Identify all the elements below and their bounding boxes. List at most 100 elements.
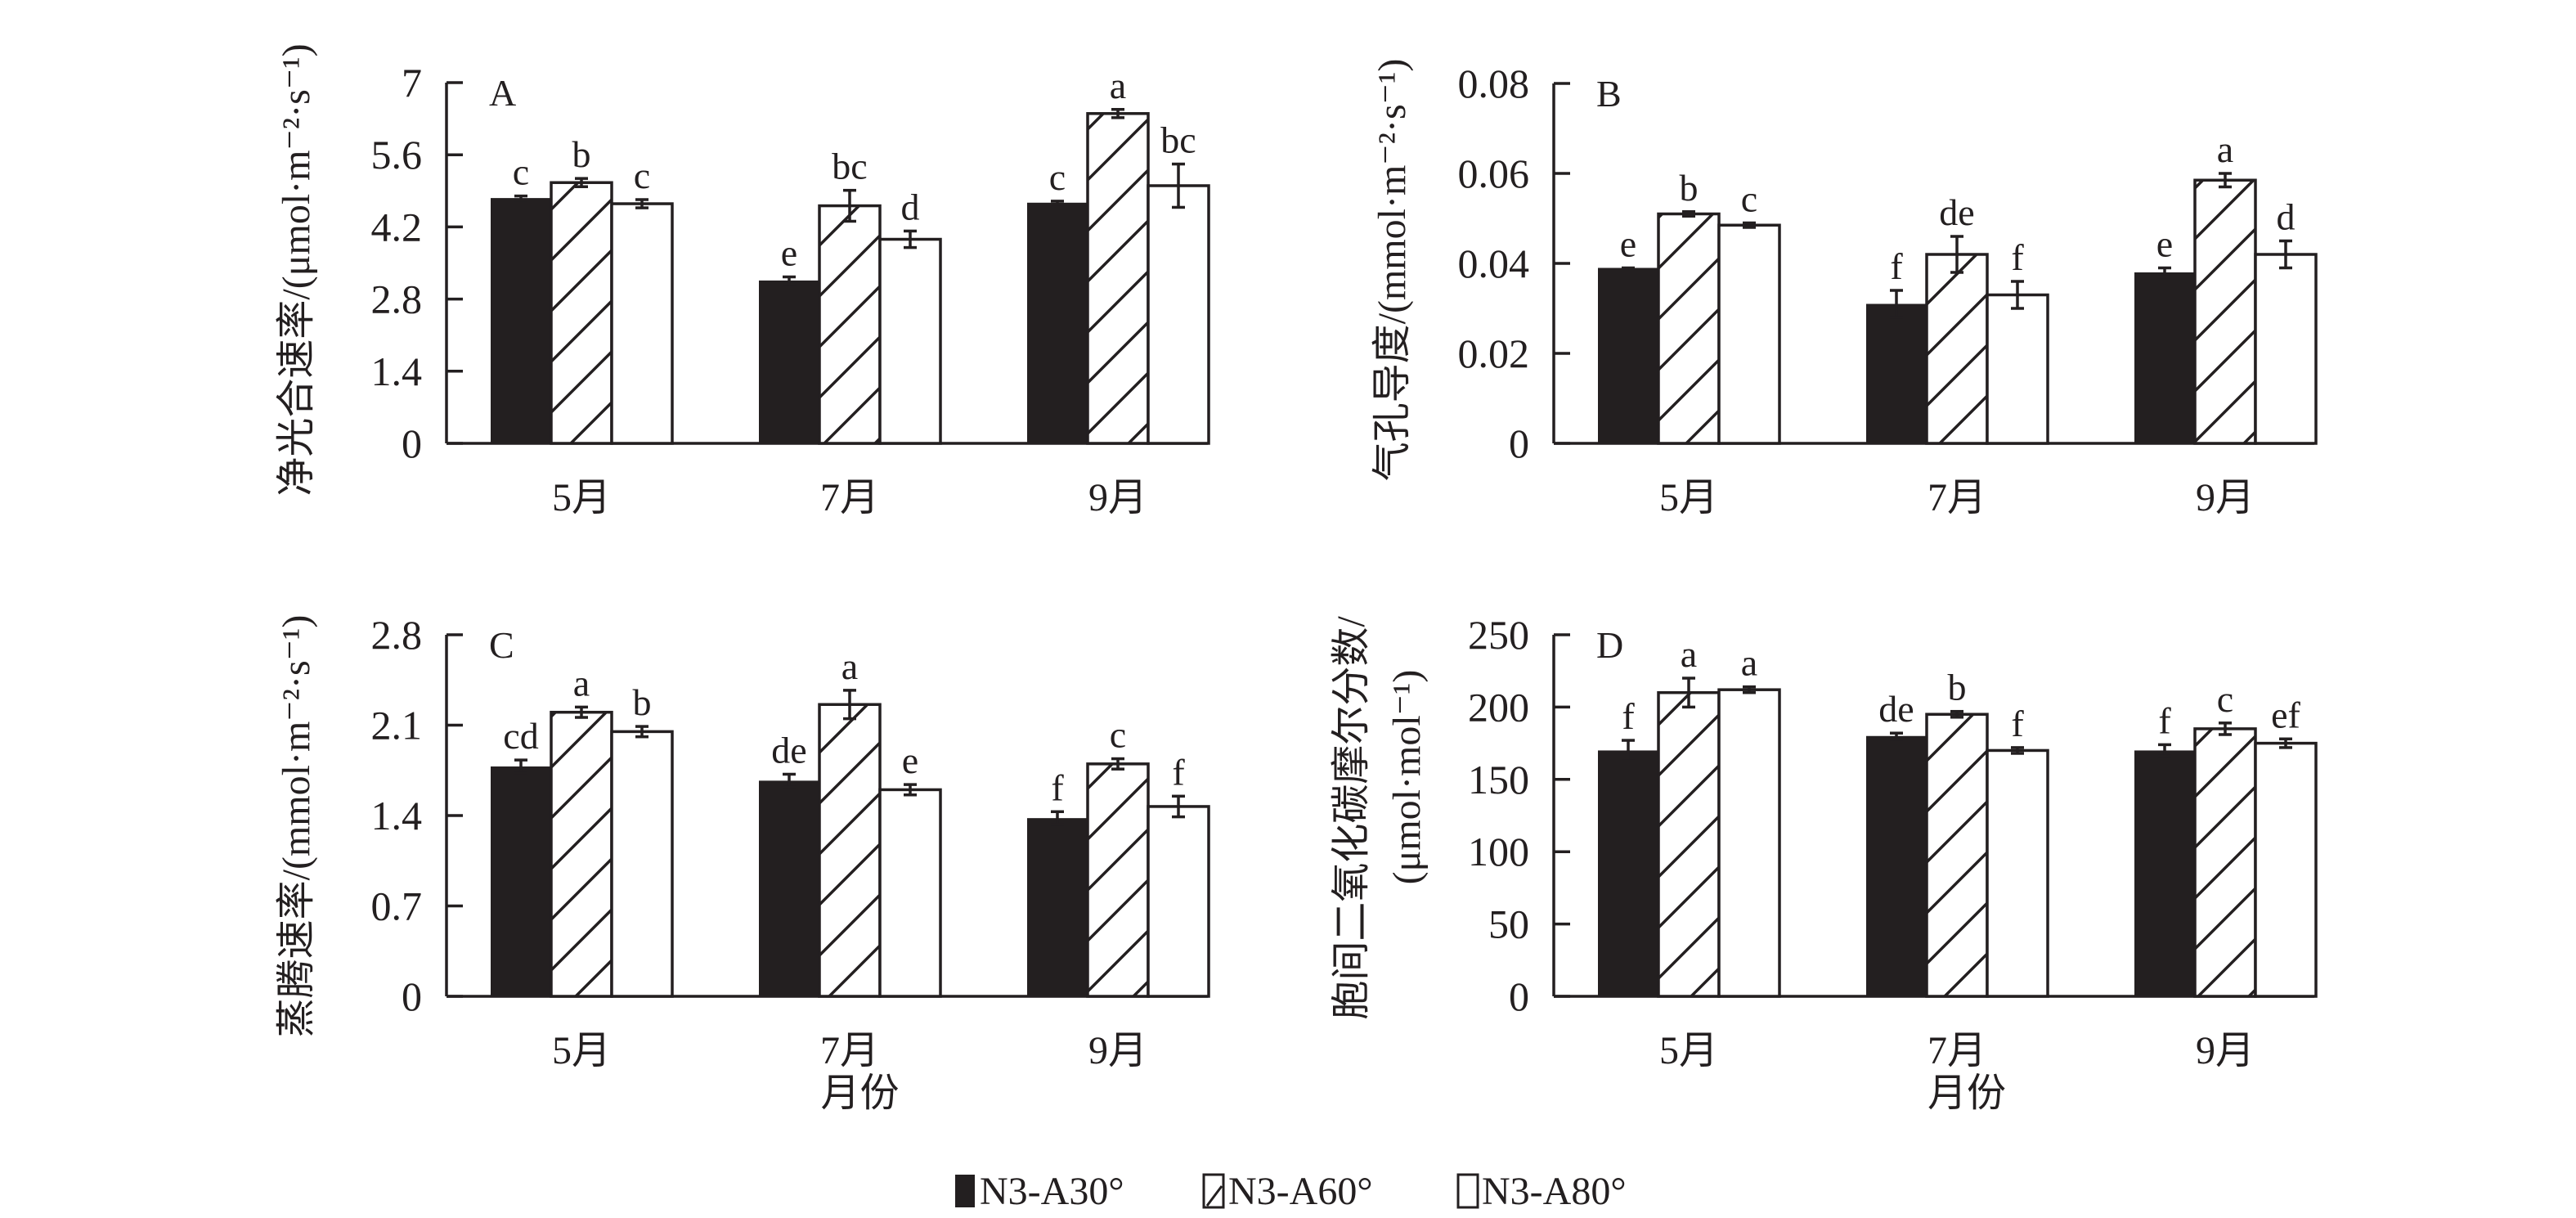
significance-label: d xyxy=(901,186,920,227)
y-tick-label: 0.04 xyxy=(1458,240,1530,286)
legend: N3-A30° N3-A60° N3-A80° xyxy=(955,1170,1627,1213)
x-category-label: 9月 xyxy=(2196,476,2255,519)
bar-d-n3a80 xyxy=(2254,741,2318,998)
y-axis-label: 胞间二氧化碳摩尔分数/ xyxy=(1330,616,1373,1020)
bar-c-n3a30 xyxy=(759,780,819,996)
significance-label: c xyxy=(1110,714,1126,756)
panel-letter: A xyxy=(489,72,516,114)
significance-label: f xyxy=(1051,766,1064,808)
legend-label-a80: N3-A80° xyxy=(1482,1170,1627,1213)
x-category-label: 7月 xyxy=(1928,476,1986,519)
bar-d-n3a30 xyxy=(1866,735,1927,996)
significance-label: a xyxy=(573,662,590,703)
bar-a-n3a30 xyxy=(491,198,551,443)
x-axis-title: 月份 xyxy=(820,1072,899,1115)
significance-label: e xyxy=(1620,223,1636,265)
bar-b-n3a60 xyxy=(1657,212,1721,445)
y-tick-label: 250 xyxy=(1468,612,1529,658)
bar-b-n3a80 xyxy=(1717,223,1781,445)
y-tick-label: 0.02 xyxy=(1458,330,1530,376)
x-category-label: 5月 xyxy=(552,476,611,519)
significance-label: c xyxy=(1049,156,1066,198)
bar-c-n3a60 xyxy=(1086,762,1150,998)
y-axis-label: 气孔导度/(mmol·m⁻²·s⁻¹) xyxy=(1371,59,1414,482)
significance-label: de xyxy=(1939,191,1974,233)
significance-label: a xyxy=(1681,633,1697,675)
x-category-label: 5月 xyxy=(1659,476,1718,519)
x-category-label: 9月 xyxy=(1088,476,1147,519)
bar-c-n3a60 xyxy=(818,703,882,998)
significance-label: de xyxy=(771,729,806,771)
bar-a-n3a30 xyxy=(1027,202,1088,444)
significance-label: cd xyxy=(503,715,538,757)
y-tick-label: 0.06 xyxy=(1458,151,1530,196)
bar-b-n3a80 xyxy=(2254,253,2318,445)
panel-letter: C xyxy=(489,624,514,666)
bar-c-n3a60 xyxy=(550,710,613,998)
bar-c-n3a80 xyxy=(878,788,942,998)
legend-label-a60: N3-A60° xyxy=(1228,1170,1373,1213)
y-tick-label: 2.8 xyxy=(371,276,423,322)
y-tick-label: 5.6 xyxy=(371,132,423,178)
bar-b-n3a60 xyxy=(1925,253,1989,445)
significance-label: a xyxy=(2217,128,2233,170)
significance-label: f xyxy=(1890,245,1903,287)
bar-d-n3a60 xyxy=(1925,712,1989,998)
bar-a-n3a60 xyxy=(550,181,613,445)
bar-d-n3a80 xyxy=(1986,748,2049,998)
panel-b-stomatal-conductance: 0 0.02 0.04 0.06 0.08 B 气孔导度/(mmol·m⁻²·s⁻¹) 5月 7… xyxy=(1371,59,2318,519)
bar-b-n3a60 xyxy=(2193,178,2257,445)
y-tick-label: 0 xyxy=(402,420,422,466)
x-category-label: 9月 xyxy=(1088,1029,1147,1072)
bar-b-n3a30 xyxy=(1866,303,1927,443)
significance-label: b xyxy=(633,681,652,723)
bar-b-n3a30 xyxy=(2134,272,2195,443)
bar-c-n3a30 xyxy=(1027,818,1088,996)
significance-label: c xyxy=(2217,678,2233,720)
legend-swatch-hatch xyxy=(1202,1173,1225,1209)
panel-letter: B xyxy=(1596,73,1622,115)
significance-label: de xyxy=(1878,688,1914,730)
significance-label: c xyxy=(1741,178,1757,220)
legend-label-a30: N3-A30° xyxy=(980,1170,1124,1213)
significance-label: d xyxy=(2277,196,2296,238)
y-axis-label-units: (μmol·mol⁻¹) xyxy=(1385,670,1429,885)
bar-d-n3a80 xyxy=(1717,688,1781,998)
significance-label: c xyxy=(634,155,650,196)
bar-d-n3a60 xyxy=(2193,727,2257,998)
panel-c-transpiration-rate: 0 0.7 1.4 2.1 2.8 C 蒸腾速率/(mmol·m⁻²·s⁻¹) 5月 7月 9月月… xyxy=(275,612,1210,1115)
panel-a-net-photosynthesis: 0 1.4 2.8 4.2 5.6 7 A 净光合速率/(μmol·m⁻²·s⁻¹) 5月 7月 9… xyxy=(275,43,1210,519)
significance-label: f xyxy=(1622,695,1635,737)
significance-label: f xyxy=(2011,703,2024,744)
y-tick-label: 4.2 xyxy=(371,204,423,249)
bar-b-n3a80 xyxy=(1986,293,2049,445)
significance-label: e xyxy=(902,739,918,781)
significance-label: b xyxy=(1948,667,1967,708)
bar-b-n3a30 xyxy=(1598,267,1658,443)
bar-c-n3a80 xyxy=(610,730,674,998)
x-category-label: 5月 xyxy=(1659,1029,1718,1072)
significance-label: a xyxy=(1110,65,1126,106)
y-tick-label: 100 xyxy=(1468,829,1529,874)
significance-label: e xyxy=(2156,223,2173,265)
significance-label: b xyxy=(1680,167,1699,209)
bar-d-n3a30 xyxy=(2134,750,2195,996)
panel-d-intercellular-co2: 0 50 100 150 200 250 D 胞间二氧化碳摩尔分数/ (μmol·mol⁻¹) 5… xyxy=(1330,612,2318,1115)
y-tick-label: 0 xyxy=(1509,973,1529,1019)
y-tick-label: 200 xyxy=(1468,684,1529,730)
significance-label: bc xyxy=(1160,119,1196,161)
bar-c-n3a80 xyxy=(1147,805,1210,998)
legend-swatch-hatch-line xyxy=(1205,1185,1223,1207)
legend-swatch-empty xyxy=(1456,1173,1479,1209)
bar-a-n3a30 xyxy=(759,280,819,443)
y-axis-label: 蒸腾速率/(mmol·m⁻²·s⁻¹) xyxy=(275,615,318,1038)
x-axis-title: 月份 xyxy=(1928,1072,2006,1115)
legend-swatch-solid xyxy=(955,1175,975,1207)
y-tick-label: 7 xyxy=(402,60,422,106)
y-tick-label: 0.7 xyxy=(371,883,423,929)
x-category-label: 5月 xyxy=(552,1029,611,1072)
y-tick-label: 0.08 xyxy=(1458,61,1530,106)
y-tick-label: 150 xyxy=(1468,757,1529,802)
y-tick-label: 2.1 xyxy=(371,703,423,748)
